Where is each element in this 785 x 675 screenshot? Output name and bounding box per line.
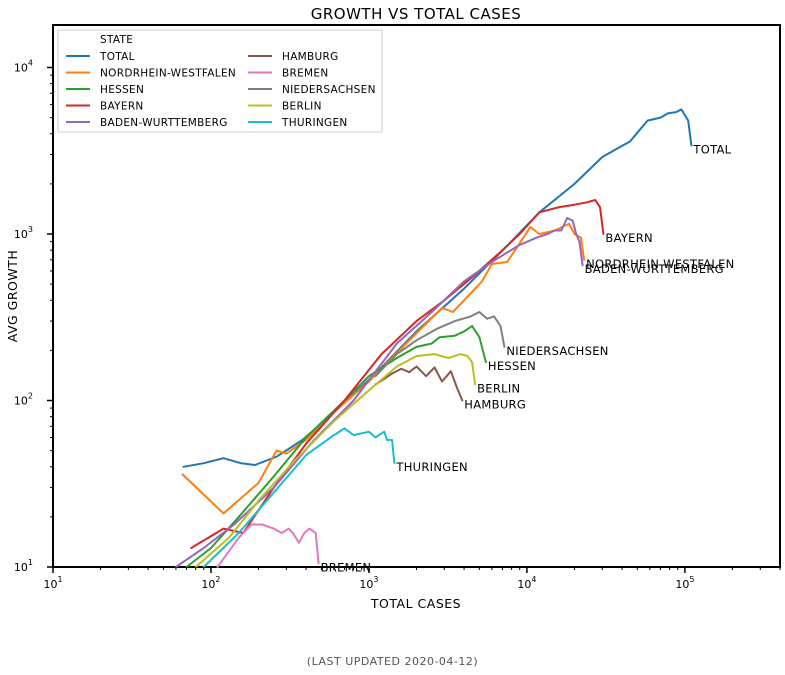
y-tick-label: 101: [14, 558, 33, 574]
end-label-bremen: Bremen: [321, 561, 372, 575]
end-label-hessen: Hessen: [488, 359, 536, 373]
x-tick-label: 103: [359, 575, 378, 591]
x-tick-label: 104: [517, 575, 536, 591]
legend-entry-total: Total: [99, 51, 135, 63]
legend: State Total Nordrhein-Westfalen Hessen Baye…: [57, 29, 383, 133]
series-line-hessen: [185, 325, 487, 568]
series-line-total: [182, 108, 693, 468]
y-tick-label: 104: [14, 59, 33, 75]
legend-title: State: [100, 34, 133, 46]
series-line-bremen: [216, 523, 320, 568]
legend-entry-baden-wurttemberg: Baden-Wurttemberg: [100, 117, 228, 129]
series-line-baden-wurttemberg: [174, 216, 584, 568]
end-label-berlin: Berlin: [477, 381, 520, 395]
legend-entry-bayern: Bayern: [100, 101, 144, 113]
legend-entry-thuringen: Thuringen: [281, 117, 348, 129]
legend-entry-nordrhein-westfalen: Nordrhein-Westfalen: [100, 68, 236, 80]
series-line-thuringen: [202, 427, 396, 568]
y-axis: 101 102 103 104: [14, 59, 53, 574]
x-tick-label: 105: [675, 575, 694, 591]
end-label-thuringen: Thuringen: [395, 460, 468, 474]
series-layer: [174, 108, 693, 568]
series-line-nordrhein-westfalen: [181, 222, 586, 515]
series-line-niedersachsen: [374, 311, 506, 378]
x-tick-label: 102: [201, 575, 220, 591]
legend-box: [57, 29, 383, 133]
x-tick-label: 101: [43, 575, 62, 591]
last-updated-note: (Last updated 2020-04-12): [306, 655, 479, 668]
y-tick-label: 103: [14, 225, 33, 241]
end-label-bayern: Bayern: [605, 231, 653, 245]
legend-entry-bremen: Bremen: [282, 68, 328, 80]
series-line-hamburg: [374, 365, 464, 402]
end-label-niedersachsen: Niedersachsen: [506, 344, 608, 358]
end-label-layer: Total Nordrhein-Westfalen Hessen Bayern Bade…: [321, 143, 735, 575]
end-label-hamburg: Hamburg: [464, 398, 526, 412]
legend-entry-berlin: Berlin: [282, 101, 322, 113]
legend-entry-hamburg: Hamburg: [282, 51, 339, 63]
end-label-total: Total: [692, 143, 731, 157]
legend-entry-hessen: Hessen: [100, 84, 144, 96]
legend-entries: Total Nordrhein-Westfalen Hessen Bayern Bade…: [66, 51, 376, 129]
chart-title: Growth vs Total Cases: [311, 5, 522, 23]
legend-entry-niedersachsen: Niedersachsen: [282, 84, 376, 96]
y-tick-label: 102: [14, 392, 33, 408]
x-axis: 101 102 103 104 105: [43, 567, 781, 591]
end-label-nordrhein-westfalen: Nordrhein-Westfalen: [586, 257, 734, 271]
end-label-baden-wurttemberg: Baden-Wurttemberg: [585, 262, 724, 276]
x-axis-label: Total Cases: [370, 596, 461, 611]
series-line-berlin: [194, 353, 477, 568]
y-axis-label: Avg Growth: [5, 250, 20, 343]
series-line-bayern: [190, 199, 605, 549]
